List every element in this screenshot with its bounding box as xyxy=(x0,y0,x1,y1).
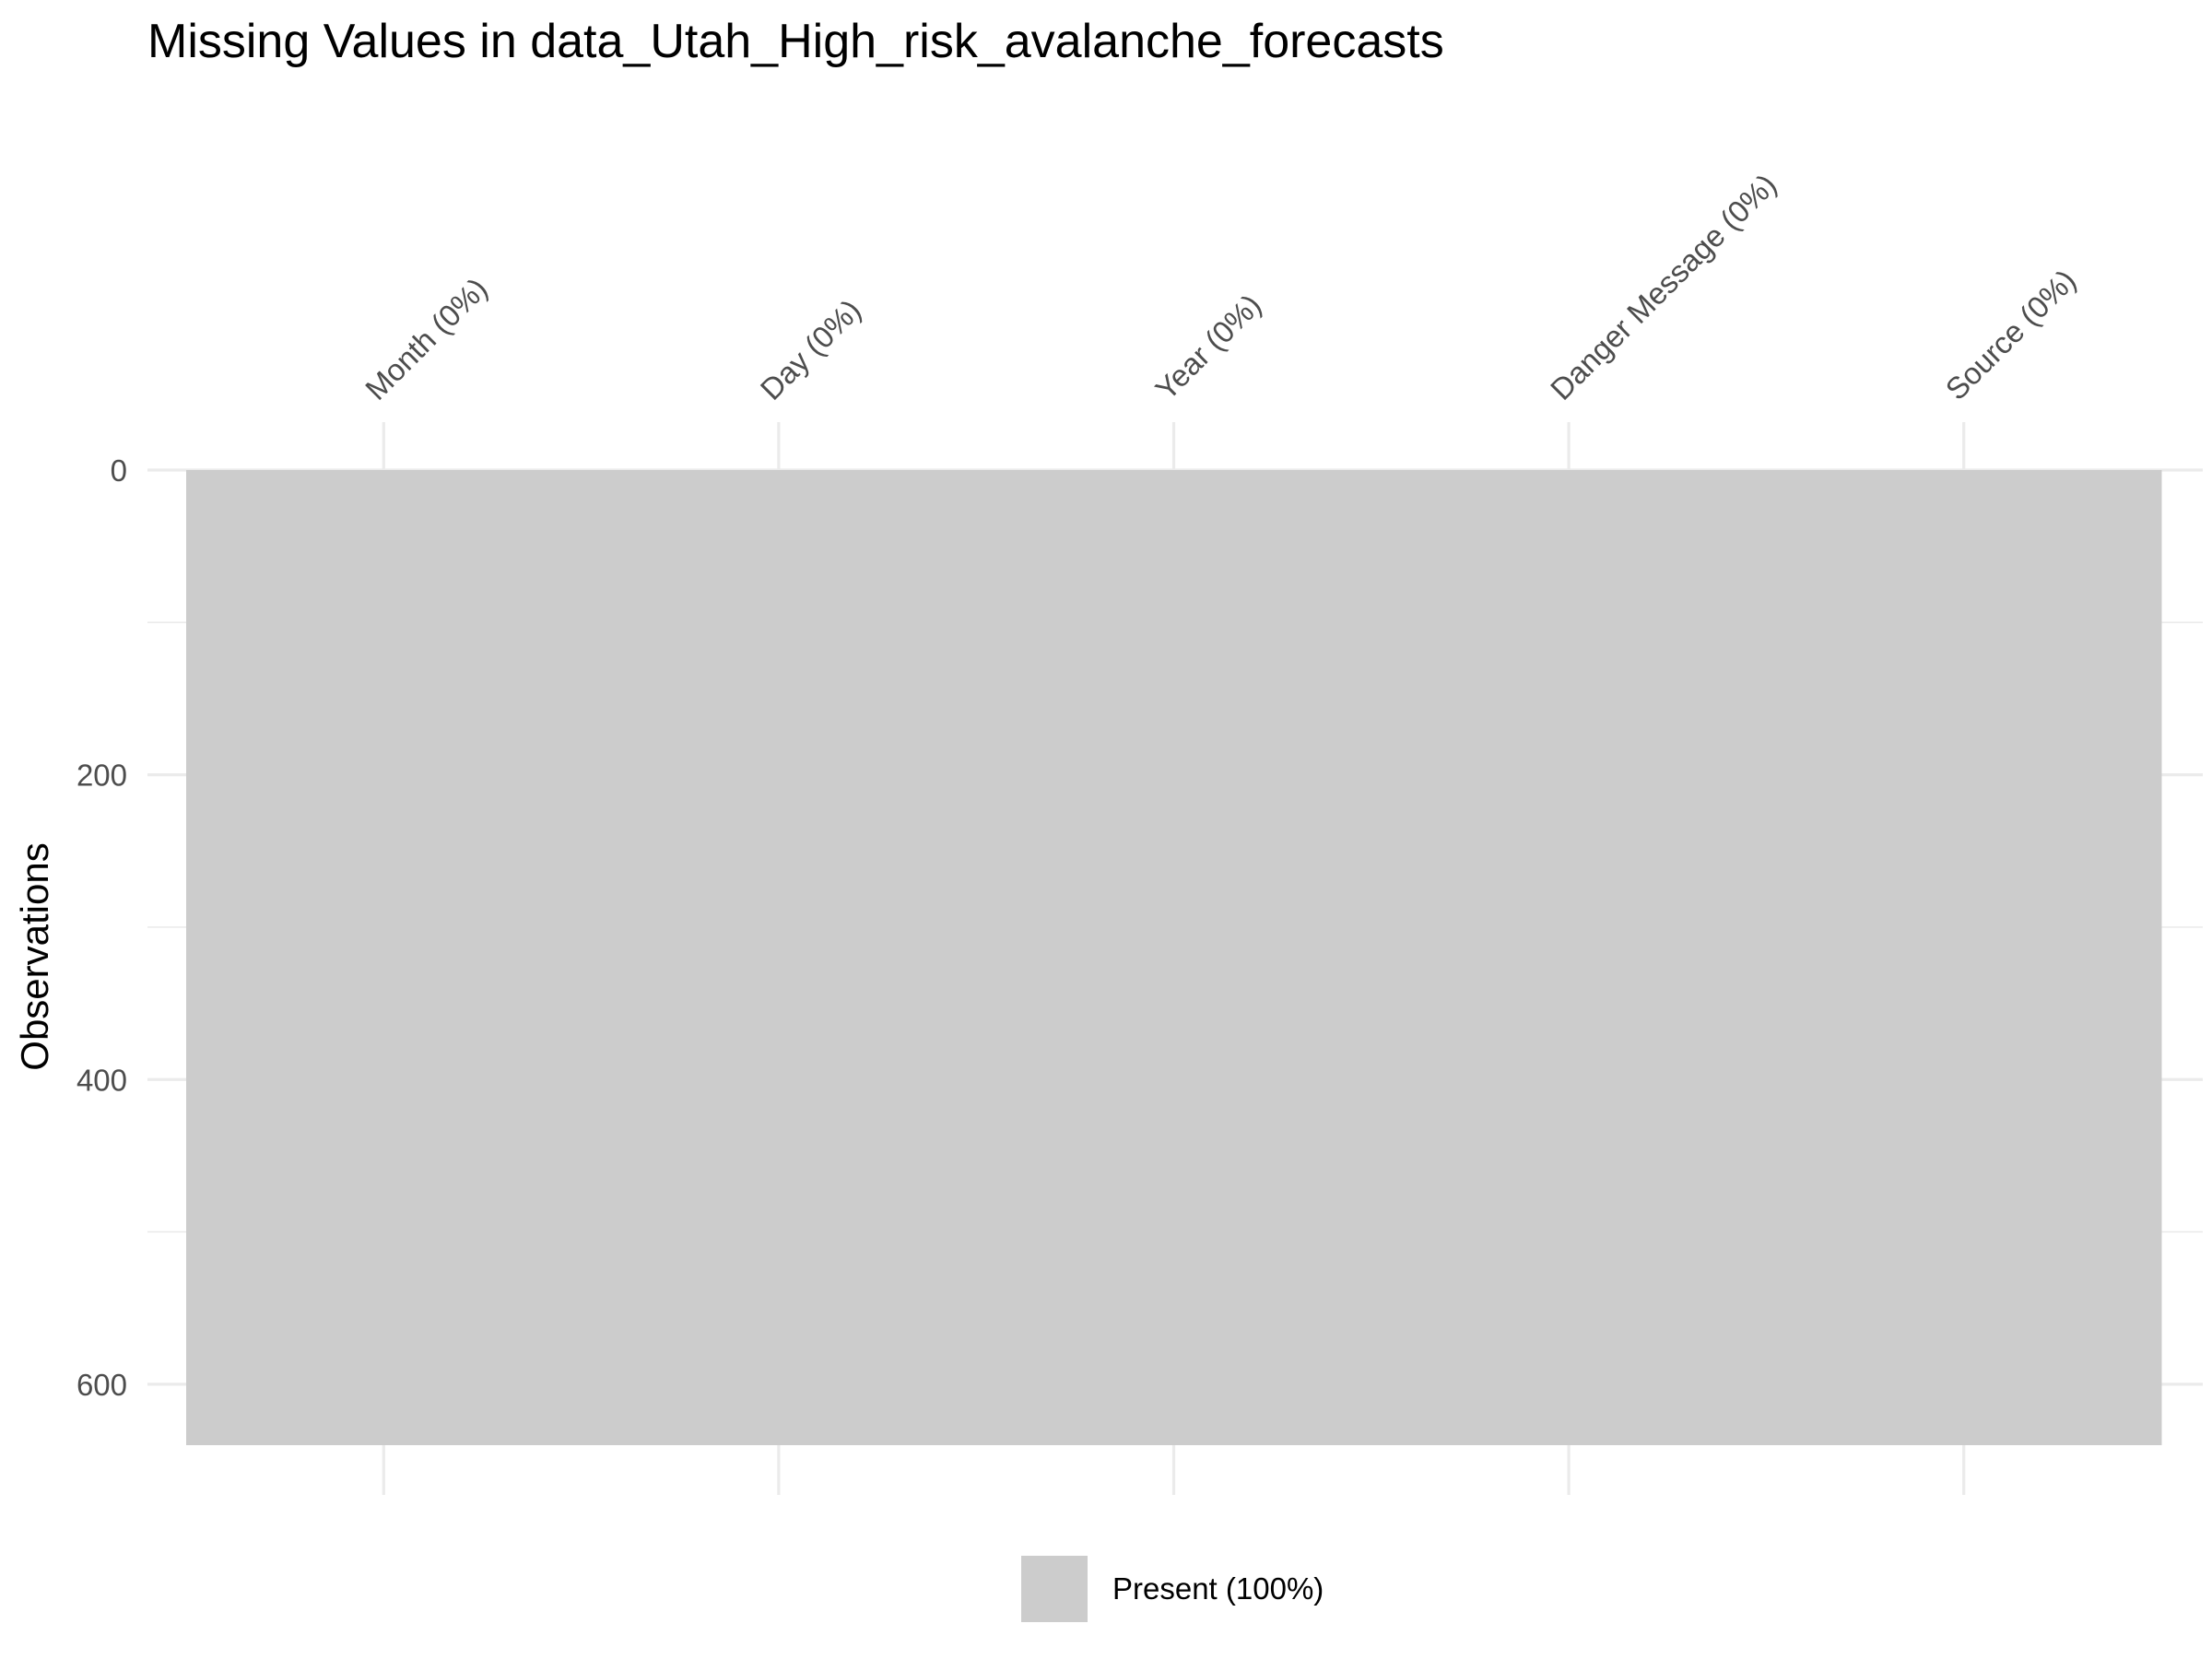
chart-title: Missing Values in data_Utah_High_risk_av… xyxy=(147,15,1444,68)
x-axis-ticks: Month (0%) Day (0%) Year (0%) Danger Messag… xyxy=(359,167,2082,406)
x-tick-label: Day (0%) xyxy=(754,293,867,406)
y-tick-label: 200 xyxy=(76,759,127,793)
tiles-layer xyxy=(186,470,2162,1445)
present-tile xyxy=(976,470,1372,1445)
legend-label-present: Present (100%) xyxy=(1112,1571,1324,1606)
x-tick-label: Source (0%) xyxy=(1938,263,2082,406)
y-tick-label: 600 xyxy=(76,1368,127,1402)
y-tick-label: 400 xyxy=(76,1063,127,1097)
legend: Present (100%) xyxy=(1021,1556,1324,1622)
present-tile xyxy=(1766,470,2162,1445)
present-tile xyxy=(186,470,582,1445)
x-tick-label: Year (0%) xyxy=(1148,288,1267,406)
present-tile xyxy=(581,470,977,1445)
y-tick-label: 0 xyxy=(111,453,127,488)
present-tile xyxy=(1371,470,1767,1445)
y-axis-ticks: 0 200 400 600 xyxy=(76,453,127,1402)
x-tick-label: Month (0%) xyxy=(359,271,494,406)
y-axis-title: Observations xyxy=(13,842,56,1070)
legend-key-present xyxy=(1021,1556,1088,1622)
x-tick-label: Danger Message (0%) xyxy=(1544,167,1783,406)
